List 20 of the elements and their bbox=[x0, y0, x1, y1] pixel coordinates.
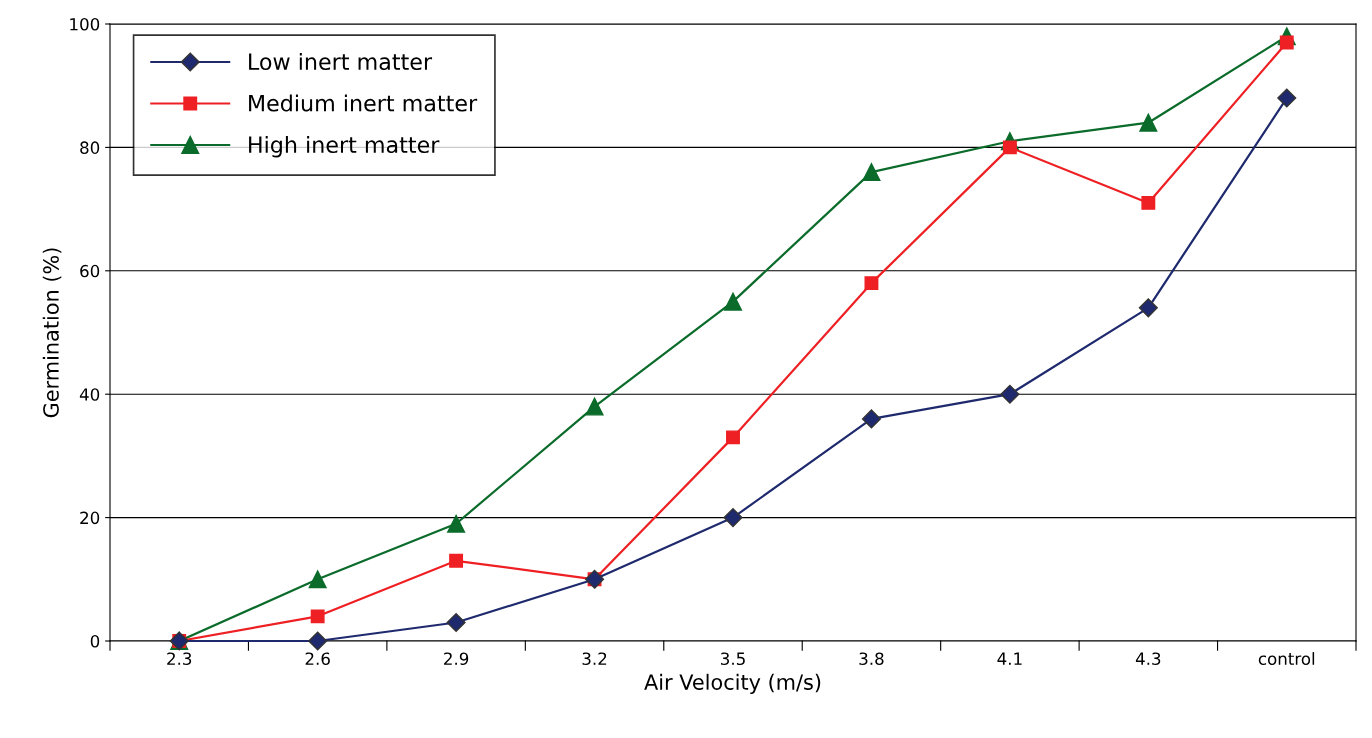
y-axis-title: Germination (%) bbox=[42, 248, 62, 418]
x-tick-label: 4.1 bbox=[997, 652, 1022, 665]
y-tick-label: 60 bbox=[80, 264, 100, 278]
x-tick-label: 3.5 bbox=[721, 652, 745, 666]
y-tick-label: 100 bbox=[70, 17, 100, 31]
x-tick-label: 2.9 bbox=[444, 652, 469, 666]
x-tick-label: 2.6 bbox=[305, 652, 330, 666]
legend-label: High inert matter bbox=[249, 135, 440, 158]
x-tick-label: control bbox=[1258, 652, 1315, 666]
y-tick-label: 80 bbox=[80, 141, 100, 154]
y-tick-label: 20 bbox=[80, 511, 100, 525]
x-axis-title: Air Velocity (m/s) bbox=[644, 673, 821, 694]
y-tick-label: 40 bbox=[79, 388, 100, 401]
legend-label: Medium inert matter bbox=[249, 94, 478, 112]
x-tick-label: 4.3 bbox=[1135, 652, 1161, 666]
y-tick-label: 0 bbox=[90, 634, 100, 648]
legend-label: Low inert matter bbox=[249, 52, 433, 71]
x-tick-label: 3.2 bbox=[582, 652, 607, 666]
x-tick-label: 3.8 bbox=[859, 652, 884, 666]
x-tick-label: 2.3 bbox=[167, 652, 192, 666]
